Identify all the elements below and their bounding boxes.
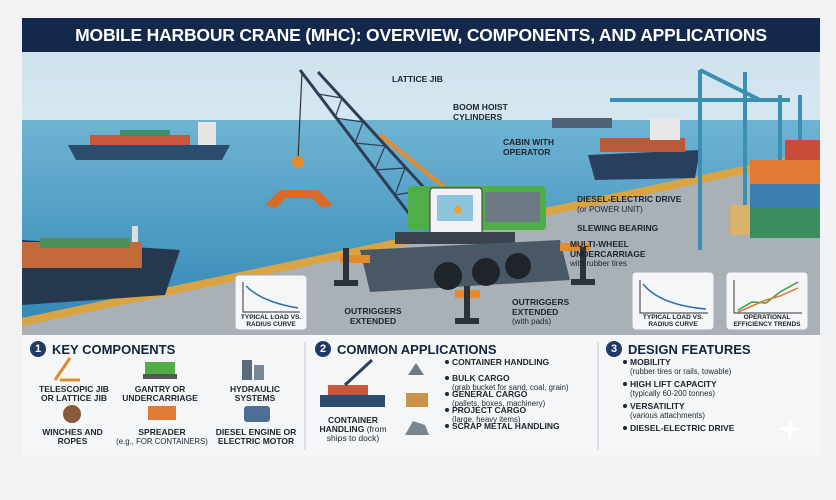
title-bar (22, 18, 820, 52)
item-note: (various attachments) (630, 411, 705, 420)
item-note: (rubber tires or rails, towable) (630, 367, 732, 376)
item-label: DIESEL-ELECTRIC DRIVE (630, 423, 735, 433)
feature-note: (from ships to dock) (326, 424, 387, 443)
component: DIESEL ENGINE OR ELECTRIC MOTOR (215, 427, 297, 446)
item-note: (pallets, boxes, machinery) (452, 399, 546, 408)
section-title: KEY COMPONENTS (52, 342, 176, 357)
list-item: MOBILITY (rubber tires or rails, towable) (623, 357, 800, 376)
container-stacks (730, 140, 820, 238)
ship-right (588, 118, 700, 180)
callout: MULTI-WHEEL UNDERCARRIAGE with rubber tir… (570, 239, 685, 269)
bullet (445, 424, 449, 428)
title: MOBILE HARBOUR CRANE (MHC): OVERVIEW, CO… (75, 25, 767, 45)
item-label: CONTAINER HANDLING (452, 357, 550, 367)
ship-front (22, 226, 180, 305)
section-title: DESIGN FEATURES (628, 342, 751, 357)
item-note: (grab bucket for sand, coal, grain) (452, 383, 569, 392)
callout: DIESEL-ELECTRIC DRIVE (or POWER UNIT) (577, 194, 682, 214)
bullet (623, 382, 627, 386)
item-label: GENERAL CARGO (452, 389, 528, 399)
component-icons (53, 357, 270, 423)
callout-note: with rubber tires (570, 259, 627, 268)
callout-label: MULTI-WHEEL UNDERCARRIAGE (570, 239, 646, 259)
bullet (445, 392, 449, 396)
inset-charts (234, 271, 809, 331)
component: WINCHES AND ROPES (42, 427, 103, 446)
section-number: 2 (315, 341, 331, 357)
component-note: (e.g., FOR CONTAINERS) (116, 437, 208, 446)
callout: LATTICE JIB (392, 74, 443, 84)
bullet (445, 360, 449, 364)
callout-note: (or POWER UNIT) (577, 204, 643, 214)
item-label: SCRAP METAL HANDLING (452, 421, 560, 431)
list-item: HIGH LIFT CAPACITY (typically 60-200 tonn… (623, 379, 800, 398)
bullet (445, 408, 449, 412)
mobile-crane (265, 69, 595, 324)
bullet (623, 426, 627, 430)
inset-label: OPERATIONAL EFFICIENCY TRENDS (733, 314, 801, 328)
list-item: DIESEL-ELECTRIC DRIVE (623, 423, 800, 433)
callout-label: DIESEL-ELECTRIC DRIVE (577, 194, 682, 204)
bullet (445, 376, 449, 380)
item-note: (large, heavy items) (452, 415, 521, 424)
component: SPREADER (e.g., FOR CONTAINERS) (112, 427, 212, 447)
callout-note: (with pads) (512, 317, 552, 326)
list-item: BULK CARGO (grab bucket for sand, coal, g… (445, 373, 592, 392)
bullet (623, 404, 627, 408)
application-icons (320, 358, 429, 435)
list-item: PROJECT CARGO (large, heavy items) (445, 405, 592, 424)
section-title: COMMON APPLICATIONS (337, 342, 497, 357)
inset-label: TYPICAL LOAD VS. RADIUS CURVE (240, 314, 302, 328)
callout-label: OUTRIGGERS EXTENDED (512, 297, 570, 317)
section-number: 1 (30, 341, 46, 357)
component: GANTRY OR UNDERCARRIAGE (122, 384, 198, 403)
callout: OUTRIGGERS EXTENDED (with pads) (512, 297, 582, 327)
callout: OUTRIGGERS EXTENDED (344, 306, 402, 326)
list-item: VERSATILITY (various attachments) (623, 401, 800, 420)
sparkle (779, 418, 801, 440)
list-item: CONTAINER HANDLING (445, 357, 592, 367)
gantry-cranes (610, 68, 802, 250)
list-item: SCRAP METAL HANDLING (445, 421, 592, 431)
callout: SLEWING BEARING (577, 223, 659, 233)
callout: CABIN WITH OPERATOR (503, 137, 554, 157)
item-label: VERSATILITY (630, 401, 685, 411)
item-note: (typically 60-200 tonnes) (630, 389, 715, 398)
inset-label: TYPICAL LOAD VS. RADIUS CURVE (642, 314, 704, 328)
ship-far (552, 118, 612, 128)
item-label: HIGH LIFT CAPACITY (630, 379, 717, 389)
feature: CONTAINER HANDLING (from ships to dock) (312, 416, 394, 443)
component-label: SPREADER (138, 427, 186, 437)
item-label: BULK CARGO (452, 373, 510, 383)
callout: BOOM HOIST CYLINDERS (453, 102, 508, 122)
bullet (623, 360, 627, 364)
component: TELESCOPIC JIB OR LATTICE JIB (39, 384, 109, 403)
component: HYDRAULIC SYSTEMS (229, 384, 281, 403)
item-label: MOBILITY (630, 357, 671, 367)
item-label: PROJECT CARGO (452, 405, 527, 415)
feature-label: CONTAINER HANDLING (319, 415, 378, 434)
list-item: GENERAL CARGO (pallets, boxes, machinery) (445, 389, 592, 408)
ship-left (68, 122, 230, 160)
section-number: 3 (606, 341, 622, 357)
